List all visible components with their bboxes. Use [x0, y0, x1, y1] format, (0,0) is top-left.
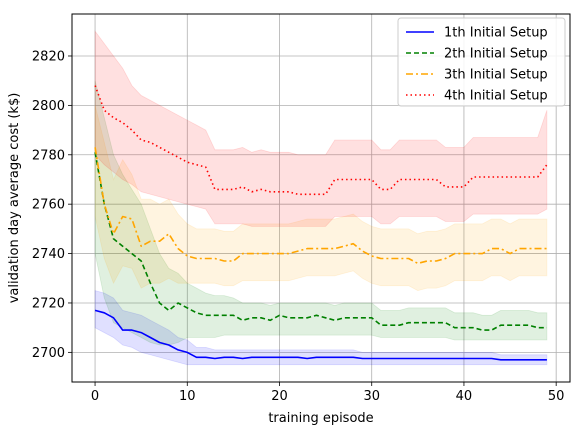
x-tick-label: 40: [456, 389, 473, 404]
series-line-1: [94, 309, 547, 361]
x-tick-label: 10: [179, 389, 196, 404]
y-axis-label: validation day average cost (k$): [7, 93, 22, 304]
x-axis-ticks: 0 10 20 30 40 50: [91, 382, 565, 404]
x-tick-label: 50: [548, 389, 565, 404]
series-line-4: [94, 85, 548, 196]
confidence-band-3: [94, 105, 548, 292]
x-axis-label: training episode: [268, 411, 373, 426]
y-tick-label: 2760: [32, 198, 65, 213]
legend-label-1: 1th Initial Setup: [444, 26, 548, 41]
x-tick-label: 0: [91, 389, 99, 404]
confidence-band-4: [94, 30, 548, 227]
y-tick-label: 2800: [32, 99, 65, 114]
legend: 1th Initial Setup 2th Initial Setup 3th In…: [397, 17, 566, 107]
x-tick-label: 20: [271, 389, 288, 404]
grid-lines: [72, 14, 570, 382]
legend-label-4: 4th Initial Setup: [444, 89, 548, 104]
legend-box: [397, 17, 566, 107]
series-lines: [94, 85, 548, 361]
legend-label-3: 3th Initial Setup: [444, 68, 548, 83]
series-line-3: [94, 147, 547, 265]
x-tick-label: 30: [363, 389, 380, 404]
plot-area-frame: [71, 13, 571, 383]
y-tick-label: 2820: [32, 49, 65, 64]
series-line-2: [94, 152, 547, 331]
y-tick-label: 2720: [32, 296, 65, 311]
confidence-band-2: [94, 80, 548, 346]
confidence-band-1: [94, 290, 548, 366]
y-tick-label: 2740: [32, 247, 65, 262]
legend-label-2: 2th Initial Setup: [444, 47, 548, 62]
confidence-bands: [94, 30, 548, 366]
y-tick-label: 2700: [32, 346, 65, 361]
y-tick-label: 2780: [32, 148, 65, 163]
y-axis-ticks: 2700 2720 2740 2760 2780 2800 2820: [32, 49, 72, 361]
